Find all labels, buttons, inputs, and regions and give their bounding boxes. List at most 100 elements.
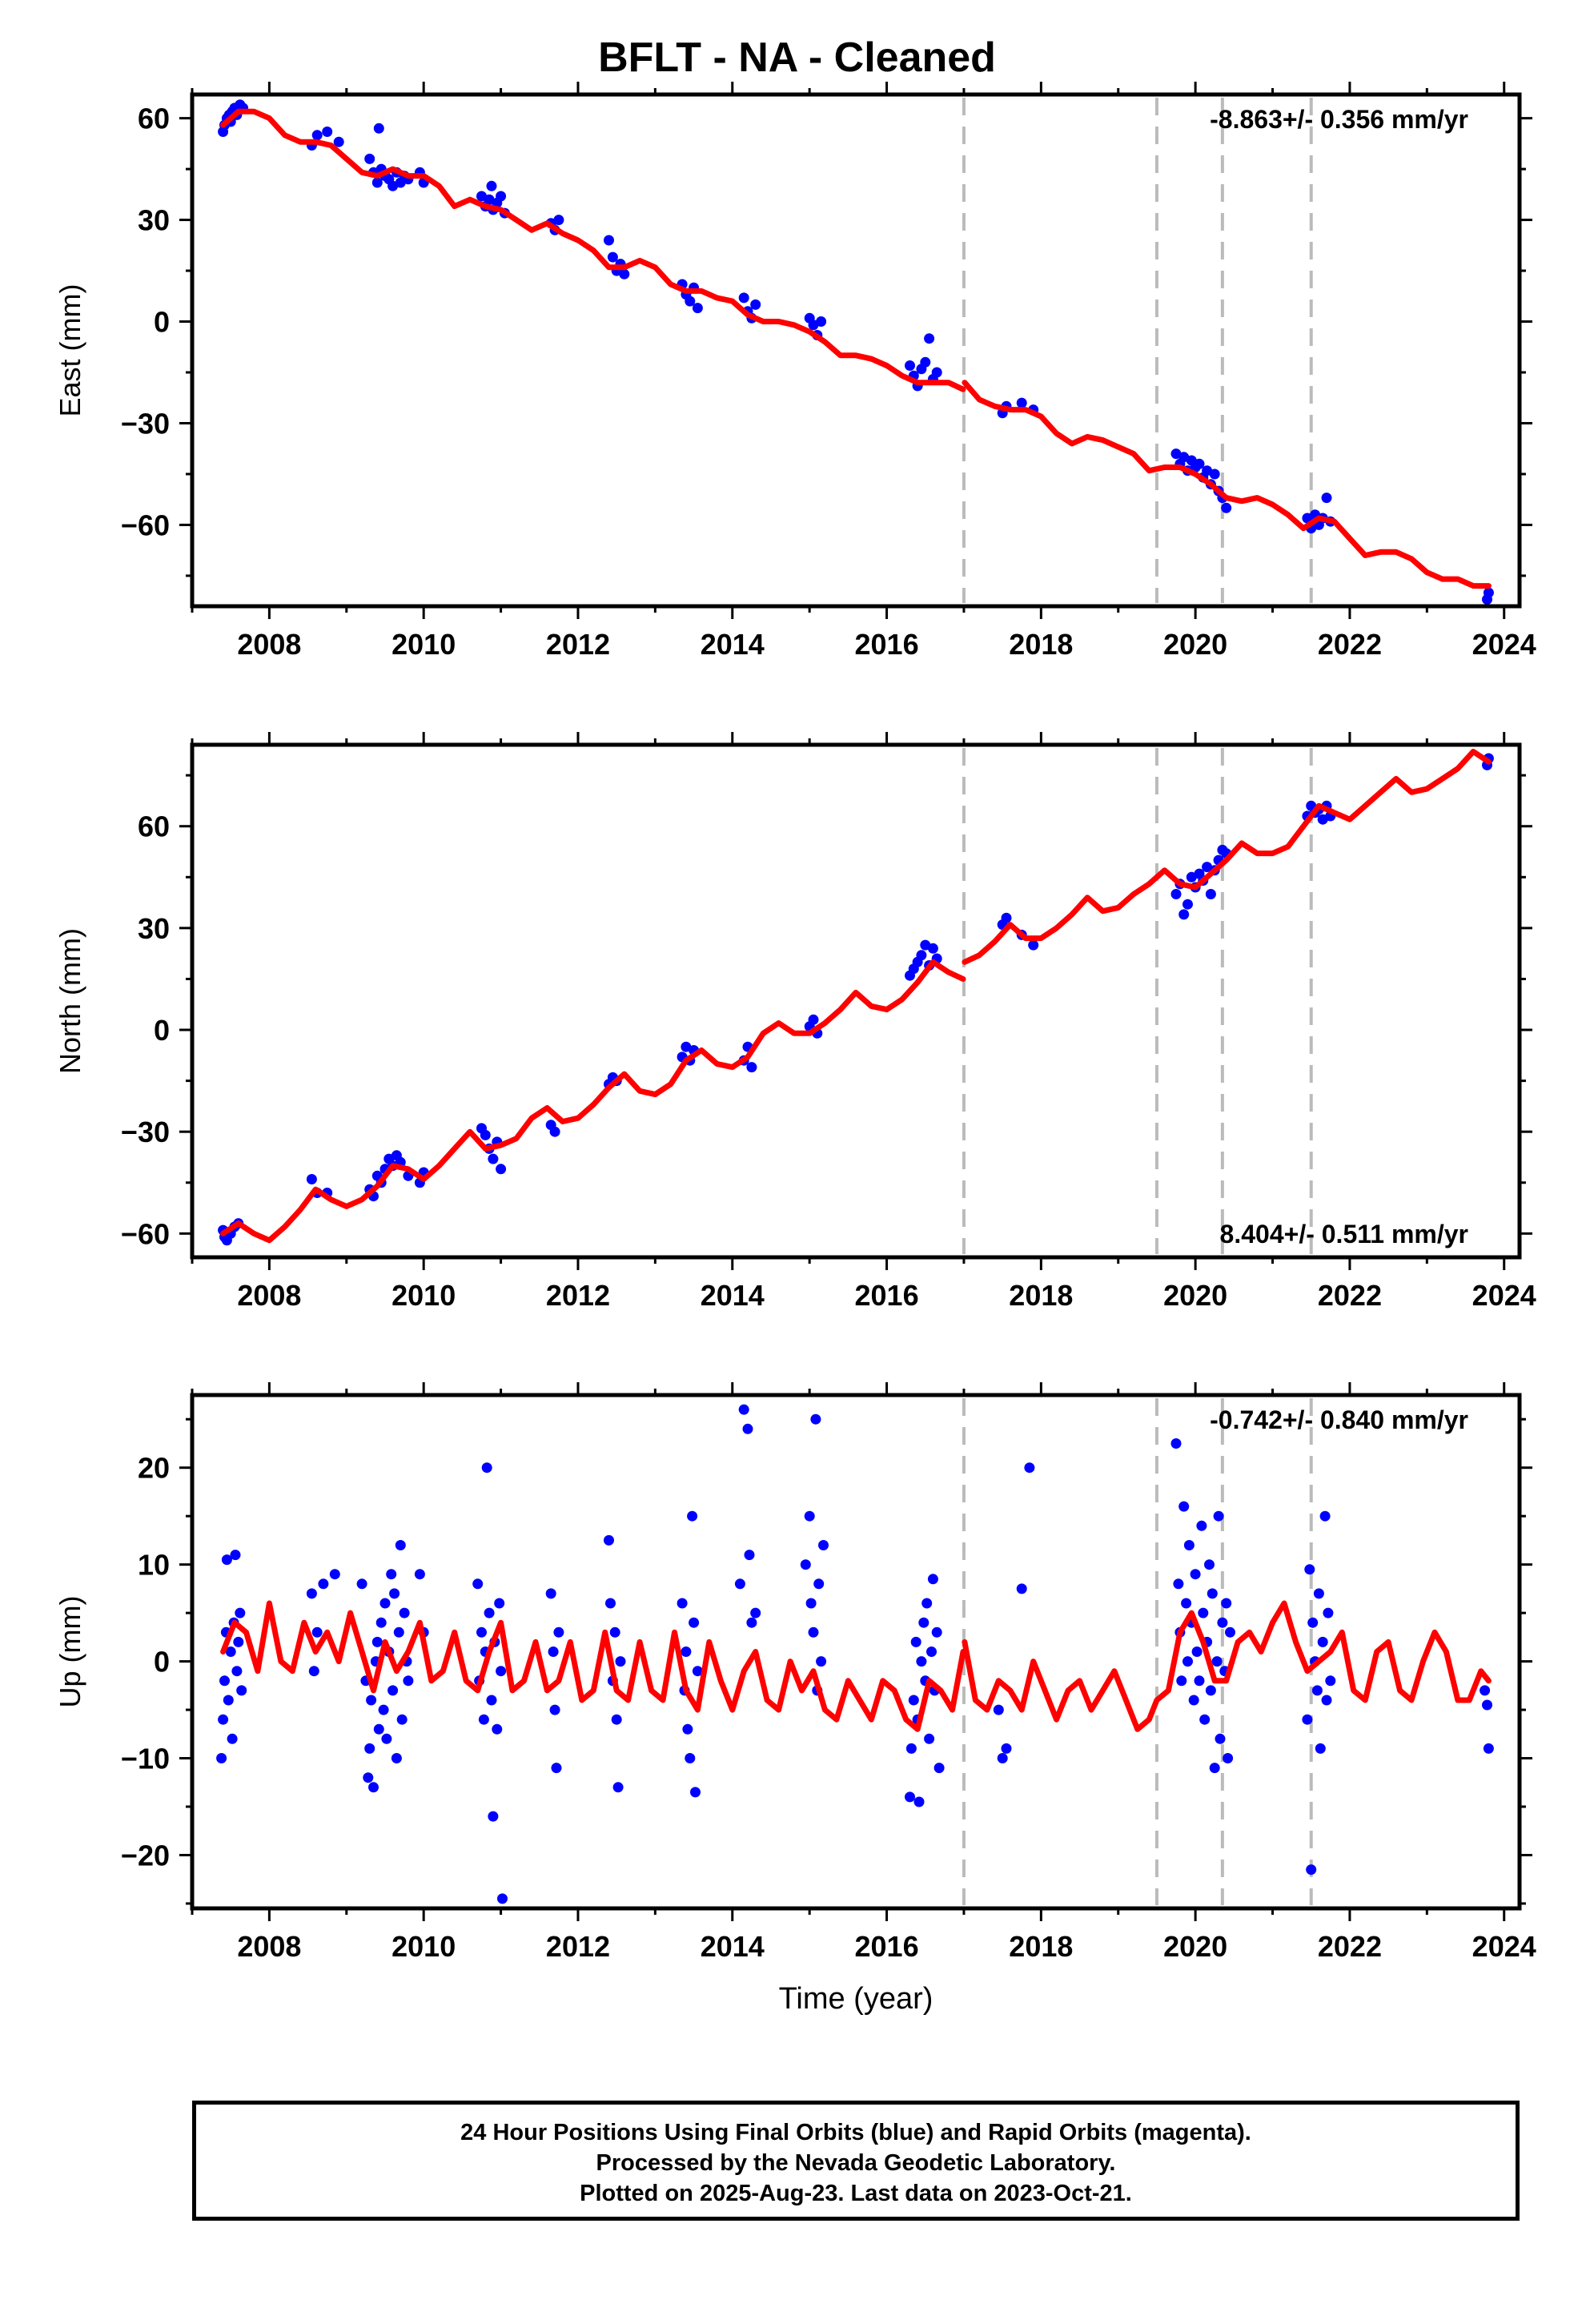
data-point — [1178, 909, 1190, 920]
data-point — [805, 1598, 817, 1609]
x-tick-label: 2016 — [855, 1279, 919, 1312]
y-tick-label: 0 — [154, 1014, 170, 1047]
data-point — [1178, 1501, 1190, 1512]
data-point — [924, 333, 935, 344]
data-point — [1170, 889, 1182, 899]
data-point — [386, 1569, 397, 1580]
data-point — [496, 191, 507, 202]
data-point — [363, 1772, 374, 1783]
x-axis-label: Time (year) — [779, 1982, 934, 2016]
data-point — [492, 1723, 503, 1735]
data-point — [1194, 1675, 1205, 1687]
data-point — [311, 1626, 323, 1638]
data-point — [219, 1675, 230, 1687]
y-tick-label: 60 — [138, 103, 170, 135]
data-point — [231, 1666, 243, 1677]
data-point — [1306, 1864, 1317, 1876]
data-point — [1181, 1598, 1192, 1609]
data-point — [605, 1598, 616, 1609]
data-point — [1323, 1607, 1334, 1618]
y-tick-label: −60 — [121, 1217, 170, 1250]
data-point — [816, 316, 827, 327]
x-tick-label: 2012 — [546, 1930, 610, 1963]
x-tick-label: 2020 — [1163, 1930, 1227, 1963]
data-point — [682, 1723, 693, 1735]
data-point — [1024, 1462, 1035, 1474]
model-line-segment-1 — [220, 108, 966, 392]
plot-frame — [190, 1393, 1522, 1911]
data-point — [488, 1811, 499, 1822]
data-point — [486, 1695, 497, 1706]
data-point — [472, 1578, 484, 1590]
data-point — [333, 136, 344, 147]
data-point — [480, 1129, 491, 1140]
y-tick-label: 60 — [138, 810, 170, 843]
data-point — [484, 194, 495, 205]
data-point — [916, 1656, 927, 1667]
data-point — [230, 1550, 241, 1561]
x-tick-label: 2014 — [701, 1279, 765, 1312]
data-point — [993, 1704, 1004, 1715]
data-point — [927, 943, 938, 954]
data-point — [371, 177, 383, 188]
plot-frame — [190, 742, 1522, 1260]
data-point — [223, 1695, 234, 1706]
data-point — [1196, 1520, 1207, 1531]
data-point — [478, 1714, 489, 1725]
data-point — [322, 127, 333, 137]
data-point — [329, 1569, 340, 1580]
data-point — [227, 1733, 238, 1744]
data-point — [808, 1014, 819, 1025]
data-point — [1170, 448, 1182, 460]
data-point — [746, 1617, 757, 1628]
x-tick-label: 2024 — [1472, 628, 1536, 661]
data-point — [1223, 1753, 1234, 1763]
data-point — [1307, 1617, 1319, 1628]
x-tick-label: 2012 — [546, 1279, 610, 1312]
data-point — [746, 1062, 757, 1073]
data-point — [403, 1675, 414, 1687]
data-point — [810, 1413, 821, 1425]
x-tick-label: 2022 — [1318, 1930, 1382, 1963]
data-point — [738, 1404, 749, 1415]
data-point — [687, 1510, 698, 1522]
data-point — [1480, 1685, 1491, 1696]
footer-line-2: Processed by the Nevada Geodetic Laborat… — [596, 2150, 1116, 2176]
data-point — [1205, 889, 1216, 899]
data-point — [1186, 871, 1197, 883]
data-point — [1170, 1438, 1182, 1449]
footer-line-3: Plotted on 2025-Aug-23. Last data on 202… — [580, 2181, 1132, 2206]
x-tick-label: 2014 — [701, 628, 765, 661]
x-tick-label: 2008 — [237, 1930, 301, 1963]
x-tick-label: 2018 — [1009, 1279, 1073, 1312]
data-point — [1319, 1510, 1331, 1522]
data-point — [1001, 1743, 1012, 1754]
data-point — [1205, 1685, 1216, 1696]
x-tick-label: 2024 — [1472, 1279, 1536, 1312]
data-point — [1209, 468, 1220, 480]
data-point — [927, 1574, 938, 1585]
rate-label: -0.742+/- 0.840 mm/yr — [1210, 1405, 1468, 1434]
data-point — [918, 1617, 929, 1628]
data-point — [1204, 1559, 1215, 1570]
data-point — [681, 1041, 692, 1052]
data-point — [619, 268, 630, 279]
data-point — [1173, 1578, 1184, 1590]
data-point — [1483, 1743, 1494, 1754]
data-point — [356, 1578, 367, 1590]
data-point — [371, 1636, 383, 1647]
data-point — [549, 1704, 560, 1715]
y-axis-label: East (mm) — [54, 284, 86, 417]
y-tick-label: −10 — [121, 1743, 170, 1775]
y-axis-label: Up (mm) — [54, 1596, 86, 1708]
data-point — [1313, 1588, 1324, 1599]
data-point — [395, 1540, 406, 1550]
x-tick-label: 2016 — [855, 628, 919, 661]
data-point — [1001, 912, 1012, 923]
data-point — [225, 1647, 236, 1657]
model-line-segment-1 — [220, 959, 966, 1244]
data-point — [813, 1578, 825, 1590]
data-point — [800, 1559, 811, 1570]
data-point — [1221, 1598, 1232, 1609]
chart-title: BFLT - NA - Cleaned — [598, 34, 996, 81]
